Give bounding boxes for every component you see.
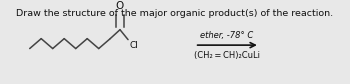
Text: Draw the structure of the major organic product(s) of the reaction.: Draw the structure of the major organic … xyxy=(16,9,334,18)
Text: Cl: Cl xyxy=(130,41,139,50)
Text: O: O xyxy=(116,1,124,11)
Text: ether, -78° C: ether, -78° C xyxy=(201,31,254,40)
Text: (CH₂ = CH)₂CuLi: (CH₂ = CH)₂CuLi xyxy=(194,51,260,60)
